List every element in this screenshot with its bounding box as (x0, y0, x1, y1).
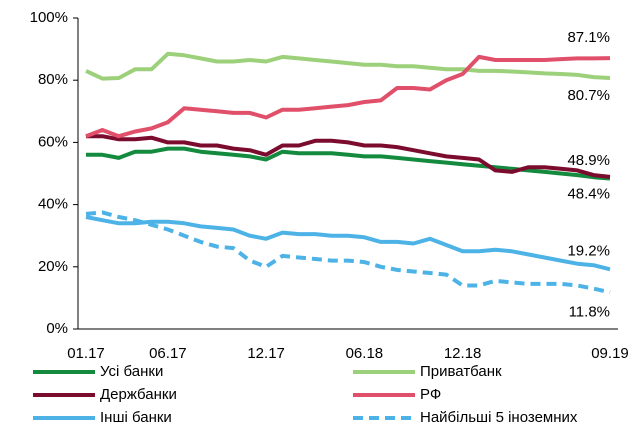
value-label: 80.7% (567, 87, 610, 104)
value-label: 48.4% (567, 185, 610, 202)
legend-label: Найбільші 5 іноземних (420, 409, 578, 426)
x-tick-label: 01.17 (67, 345, 105, 362)
value-label: 48.9% (567, 152, 610, 169)
x-tick-label: 06.17 (149, 345, 187, 362)
legend-label: Держбанки (100, 386, 177, 403)
legend-label: РФ (420, 386, 441, 403)
y-tick-label: 0% (46, 320, 68, 337)
x-tick-label: 12.17 (247, 345, 285, 362)
legend-label: Приватбанк (420, 363, 502, 380)
series-line (86, 134, 611, 179)
value-label: 11.8% (569, 303, 610, 320)
series-line (85, 51, 611, 81)
y-tick-label: 100% (30, 9, 68, 26)
y-tick-label: 80% (38, 71, 68, 88)
x-tick-label: 06.18 (346, 345, 384, 362)
series-line (85, 210, 611, 295)
x-tick-label: 12.18 (444, 345, 482, 362)
legend-label: Інші банки (100, 409, 172, 426)
series-line (85, 215, 611, 272)
y-tick-label: 20% (38, 258, 68, 275)
x-tick-label: 09.19 (591, 345, 629, 362)
value-label: 87.1% (567, 29, 610, 46)
value-label: 19.2% (567, 242, 610, 259)
series-line (86, 146, 611, 181)
series-line (85, 54, 611, 139)
y-tick-label: 40% (38, 196, 68, 213)
y-tick-label: 60% (38, 133, 68, 150)
legend-label: Усі банки (100, 363, 163, 380)
